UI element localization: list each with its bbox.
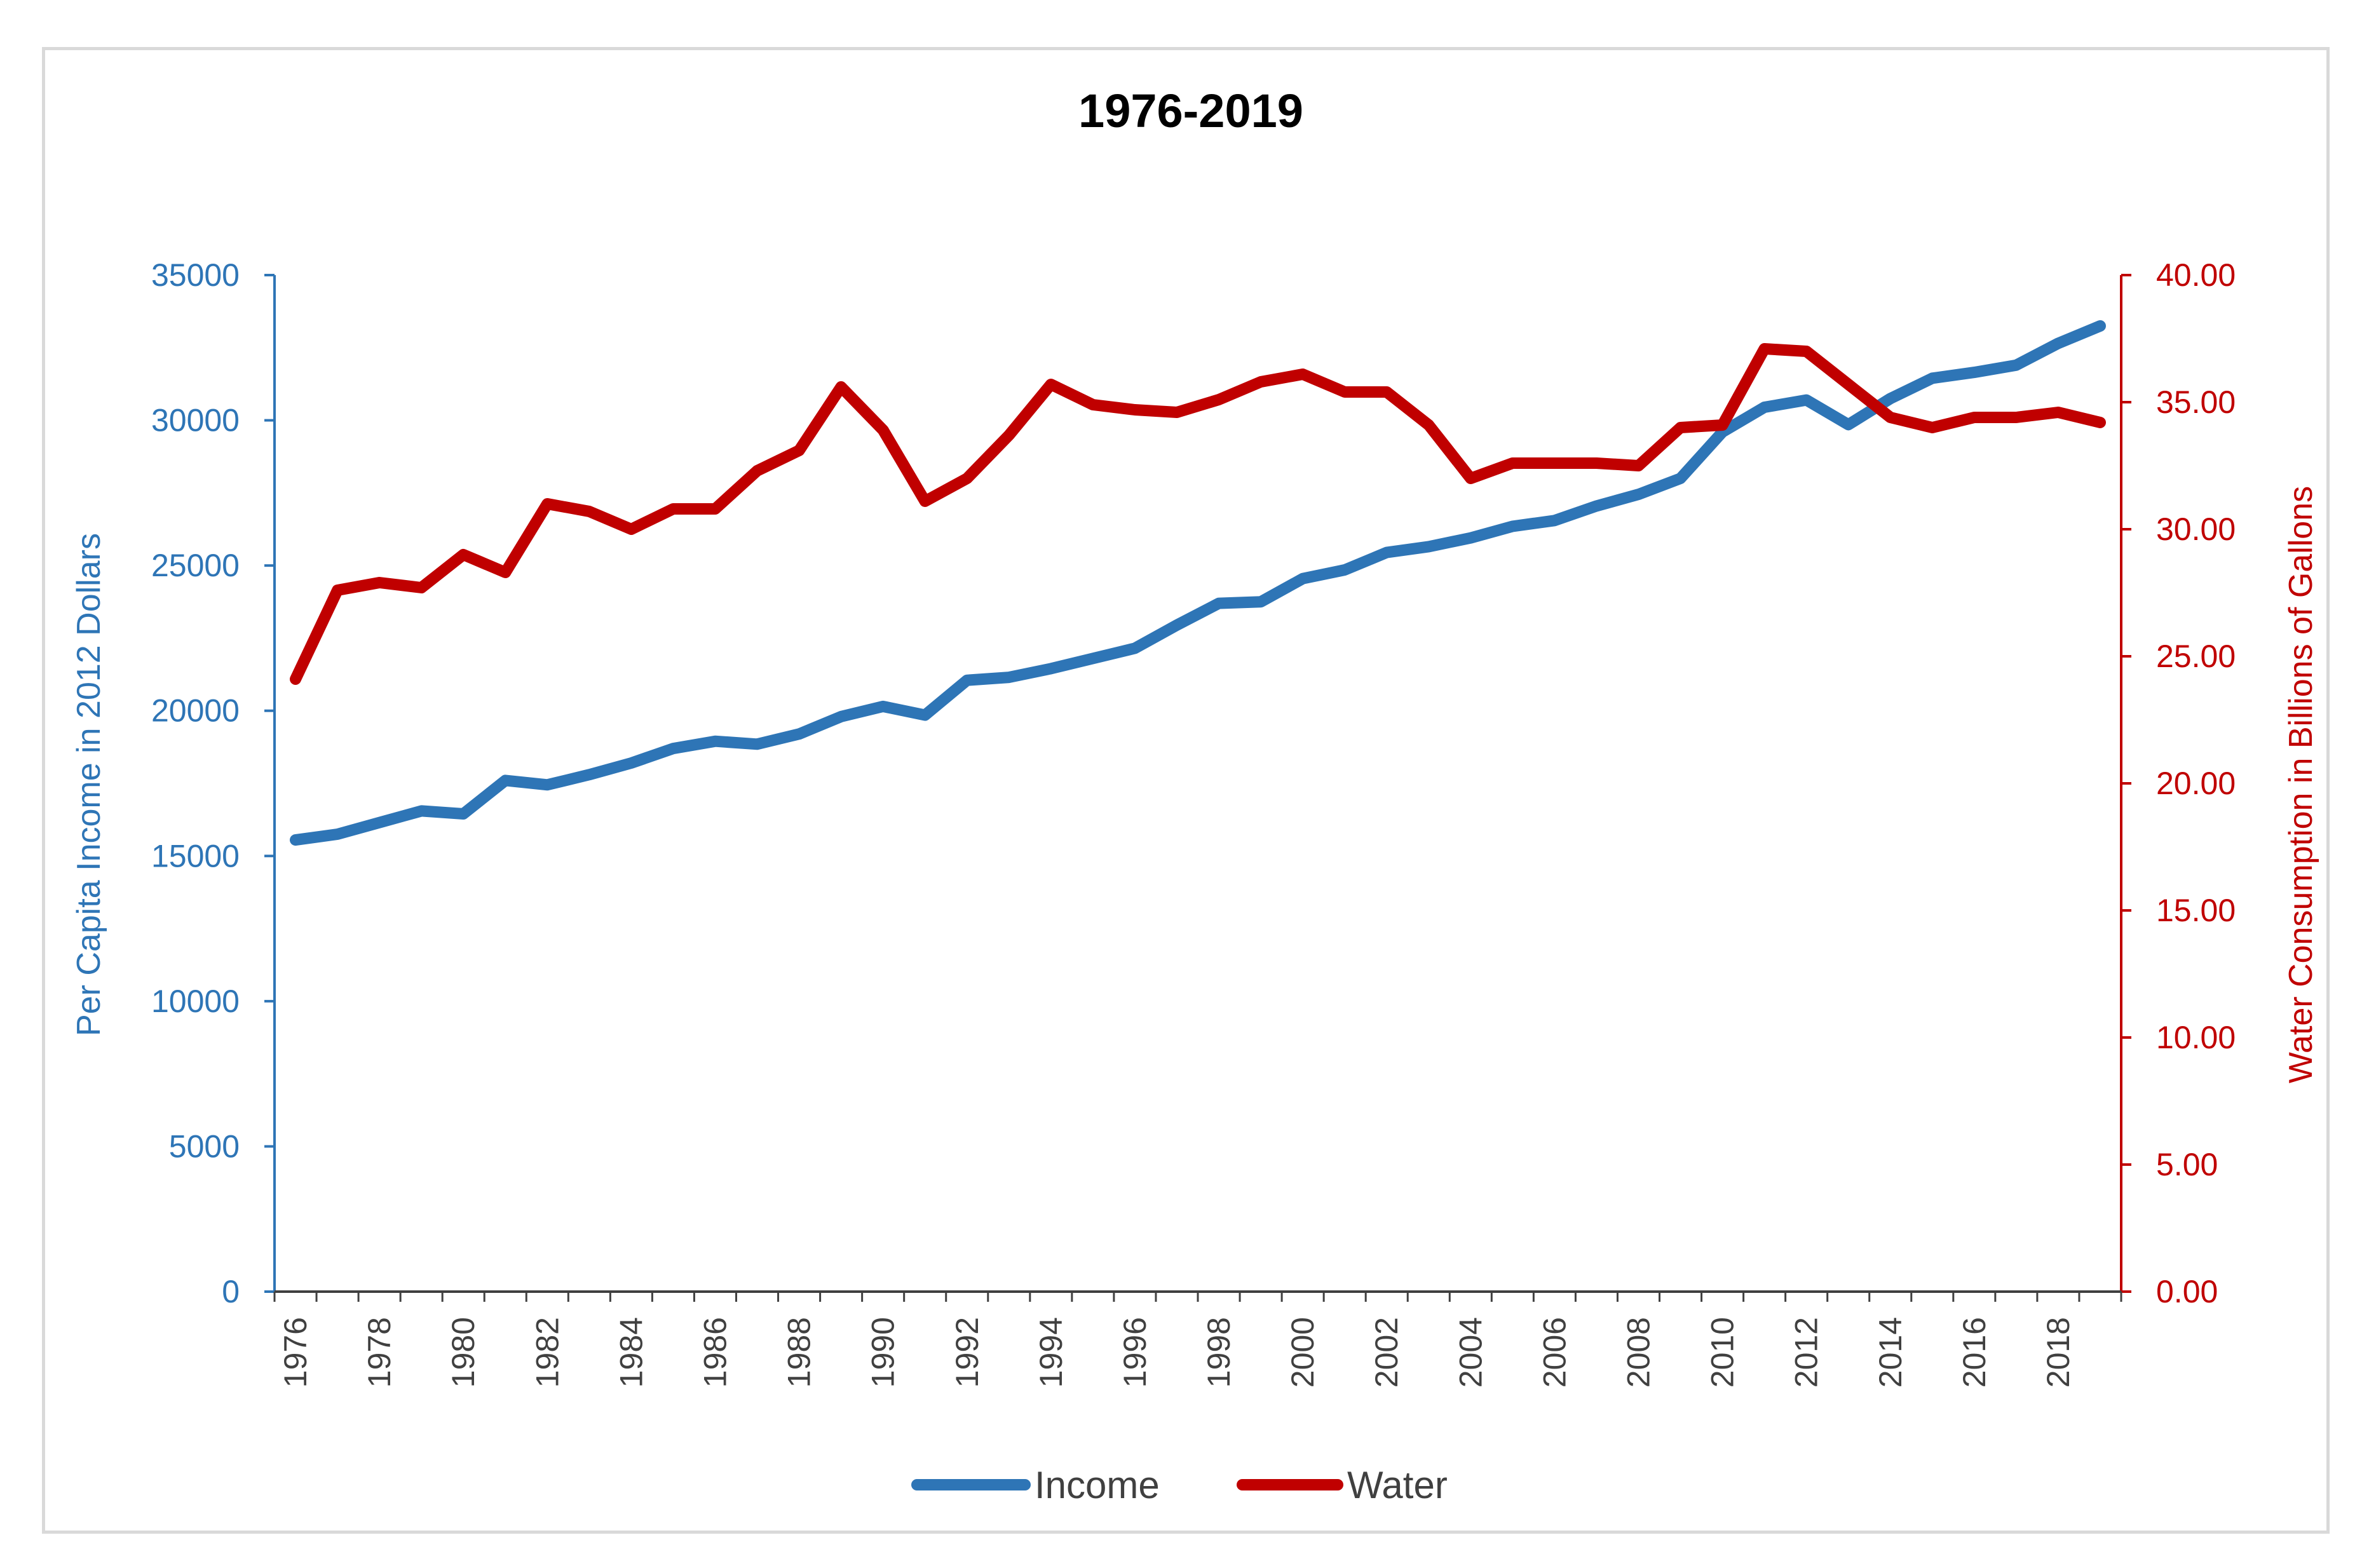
right-tick-label: 5.00 <box>2156 1147 2218 1182</box>
legend: Income Water <box>911 1464 1448 1506</box>
right-tick-label: 40.00 <box>2156 257 2236 293</box>
x-tick-label: 1992 <box>949 1317 985 1388</box>
legend-water-label: Water <box>1347 1464 1448 1506</box>
right-tick-label: 20.00 <box>2156 766 2236 801</box>
right-tick-label: 25.00 <box>2156 639 2236 674</box>
x-tick-label: 2012 <box>1789 1317 1824 1388</box>
x-tick-label: 1990 <box>866 1317 901 1388</box>
x-tick-label: 2018 <box>2040 1317 2076 1388</box>
left-tick-label: 15000 <box>151 838 240 874</box>
legend-income-label: Income <box>1035 1464 1160 1506</box>
x-tick-label: 2006 <box>1537 1317 1572 1388</box>
series-line-water <box>290 343 2106 685</box>
x-tick-label: 2000 <box>1285 1317 1320 1388</box>
x-tick-label: 1982 <box>529 1317 565 1388</box>
left-tick-label: 35000 <box>151 257 240 293</box>
x-tick-label: 2008 <box>1620 1317 1656 1388</box>
chart-area <box>42 47 2330 1534</box>
left-tick-label: 0 <box>222 1274 240 1309</box>
right-axis-title: Water Consumption in Billions of Gallons <box>2283 486 2319 1083</box>
right-tick-label: 35.00 <box>2156 384 2236 420</box>
x-tick-label: 1980 <box>445 1317 481 1388</box>
x-tick-label: 2016 <box>1957 1317 1992 1388</box>
x-tick-label: 1994 <box>1033 1317 1069 1388</box>
x-tick-label: 1996 <box>1117 1317 1153 1388</box>
x-tick-label: 2010 <box>1705 1317 1741 1388</box>
x-tick-label: 1998 <box>1201 1317 1237 1388</box>
right-tick-label: 15.00 <box>2156 893 2236 928</box>
x-axis-ticks: 1976 1978 1980 1982 1984 1986 1988 1990 1992 1994… <box>273 1292 2122 1388</box>
x-tick-label: 2002 <box>1369 1317 1404 1388</box>
left-tick-label: 30000 <box>151 403 240 438</box>
right-tick-label: 30.00 <box>2156 511 2236 547</box>
x-tick-label: 1976 <box>278 1317 313 1388</box>
x-tick-label: 1986 <box>697 1317 733 1388</box>
left-tick-label: 25000 <box>151 548 240 583</box>
x-tick-label: 2014 <box>1873 1317 1908 1388</box>
x-tick-label: 1984 <box>613 1317 649 1388</box>
left-axis-title: Per Capita Income in 2012 Dollars <box>71 533 107 1036</box>
chart-title: 1976-2019 <box>1078 84 1303 137</box>
left-tick-label: 20000 <box>151 693 240 729</box>
series-lines <box>290 320 2106 846</box>
left-tick-label: 5000 <box>169 1128 240 1164</box>
right-tick-label: 0.00 <box>2156 1274 2218 1309</box>
right-tick-label: 10.00 <box>2156 1020 2236 1055</box>
series-line-income <box>290 320 2106 846</box>
left-tick-label: 10000 <box>151 983 240 1019</box>
left-axis-ticks: 0 5000 10000 15000 20000 25000 30000 35000 <box>151 257 275 1309</box>
x-tick-label: 2004 <box>1453 1317 1488 1388</box>
x-tick-label: 1978 <box>362 1317 397 1388</box>
x-tick-label: 1988 <box>782 1317 817 1388</box>
right-axis-ticks: 0.00 5.00 10.00 15.00 20.00 25.00 30.00 35.00 40… <box>2121 257 2236 1309</box>
